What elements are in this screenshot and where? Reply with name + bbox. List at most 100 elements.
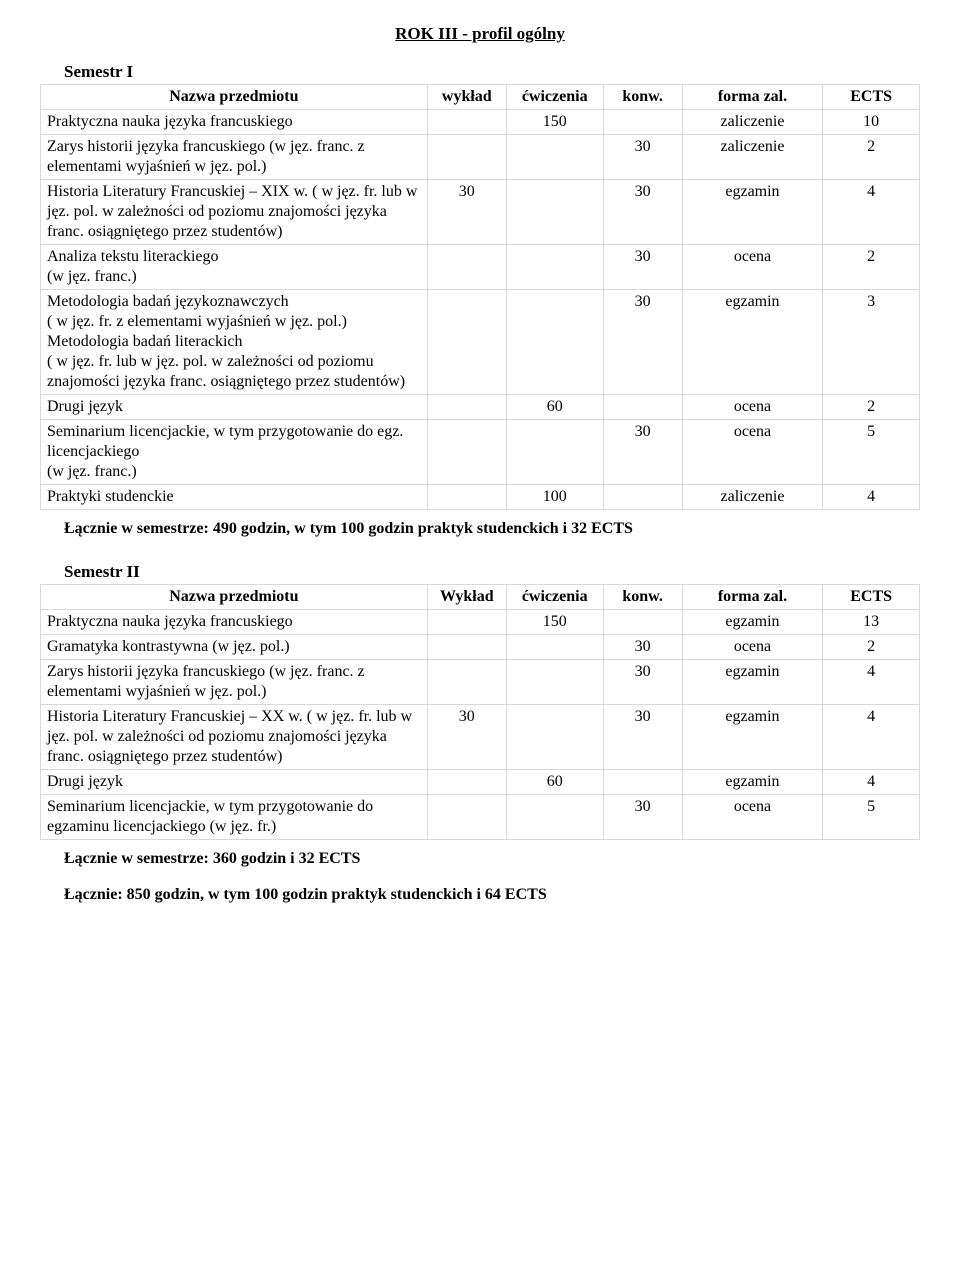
cell-name: Historia Literatury Francuskiej – XIX w.… xyxy=(41,180,428,245)
cell-cwiczenia: 150 xyxy=(506,610,603,635)
cell-forma: egzamin xyxy=(682,660,823,705)
cell-forma: egzamin xyxy=(682,610,823,635)
col-ects: ECTS xyxy=(823,585,920,610)
cell-wyklad xyxy=(427,610,506,635)
cell-ects: 4 xyxy=(823,705,920,770)
table-row: Gramatyka kontrastywna (w jęz. pol.) 30oc… xyxy=(41,635,920,660)
cell-name: Praktyczna nauka języka francuskiego xyxy=(41,110,428,135)
cell-wyklad xyxy=(427,290,506,395)
cell-wyklad xyxy=(427,135,506,180)
cell-wyklad xyxy=(427,485,506,510)
table-row: Analiza tekstu literackiego (w jęz. fran… xyxy=(41,245,920,290)
cell-forma: zaliczenie xyxy=(682,110,823,135)
cell-ects: 2 xyxy=(823,635,920,660)
cell-ects: 2 xyxy=(823,395,920,420)
cell-forma: egzamin xyxy=(682,705,823,770)
cell-forma: ocena xyxy=(682,635,823,660)
cell-name: Zarys historii języka francuskiego (w ję… xyxy=(41,135,428,180)
cell-konw: 30 xyxy=(603,290,682,395)
cell-forma: zaliczenie xyxy=(682,135,823,180)
cell-cwiczenia xyxy=(506,420,603,485)
col-name: Nazwa przedmiotu xyxy=(41,585,428,610)
cell-konw xyxy=(603,610,682,635)
cell-ects: 3 xyxy=(823,290,920,395)
table-row: Zarys historii języka francuskiego (w ję… xyxy=(41,660,920,705)
table-row: Seminarium licencjackie, w tym przygotow… xyxy=(41,795,920,840)
cell-cwiczenia xyxy=(506,180,603,245)
col-ects: ECTS xyxy=(823,85,920,110)
cell-cwiczenia: 60 xyxy=(506,770,603,795)
cell-konw xyxy=(603,485,682,510)
table-header-row: Nazwa przedmiotu wykład ćwiczenia konw. … xyxy=(41,85,920,110)
cell-cwiczenia xyxy=(506,795,603,840)
cell-wyklad xyxy=(427,420,506,485)
cell-konw: 30 xyxy=(603,660,682,705)
cell-cwiczenia: 60 xyxy=(506,395,603,420)
table-row: Drugi język60ocena2 xyxy=(41,395,920,420)
cell-name: Metodologia badań językoznawczych ( w ję… xyxy=(41,290,428,395)
cell-cwiczenia xyxy=(506,705,603,770)
cell-name: Seminarium licencjackie, w tym przygotow… xyxy=(41,795,428,840)
cell-name: Zarys historii języka francuskiego (w ję… xyxy=(41,660,428,705)
col-name: Nazwa przedmiotu xyxy=(41,85,428,110)
col-konw: konw. xyxy=(603,585,682,610)
cell-cwiczenia: 150 xyxy=(506,110,603,135)
cell-forma: egzamin xyxy=(682,770,823,795)
cell-wyklad xyxy=(427,660,506,705)
page-title: ROK III - profil ogólny xyxy=(40,24,920,44)
col-wyklad: Wykład xyxy=(427,585,506,610)
cell-konw: 30 xyxy=(603,420,682,485)
cell-ects: 5 xyxy=(823,795,920,840)
col-forma: forma zal. xyxy=(682,585,823,610)
cell-konw: 30 xyxy=(603,705,682,770)
table-row: Praktyczna nauka języka francuskiego 150 z… xyxy=(41,110,920,135)
cell-forma: ocena xyxy=(682,795,823,840)
col-cwiczenia: ćwiczenia xyxy=(506,85,603,110)
table-row: Zarys historii języka francuskiego (w ję… xyxy=(41,135,920,180)
cell-name: Historia Literatury Francuskiej – XX w. … xyxy=(41,705,428,770)
cell-forma: egzamin xyxy=(682,290,823,395)
cell-konw xyxy=(603,395,682,420)
semester1-table: Nazwa przedmiotu wykład ćwiczenia konw. … xyxy=(40,84,920,510)
cell-ects: 13 xyxy=(823,610,920,635)
cell-wyklad: 30 xyxy=(427,180,506,245)
cell-name: Praktyki studenckie xyxy=(41,485,428,510)
table-row: Metodologia badań językoznawczych ( w ję… xyxy=(41,290,920,395)
cell-konw: 30 xyxy=(603,135,682,180)
cell-name: Gramatyka kontrastywna (w jęz. pol.) xyxy=(41,635,428,660)
table-row: Historia Literatury Francuskiej – XX w. … xyxy=(41,705,920,770)
semester2-summary: Łącznie w semestrze: 360 godzin i 32 ECT… xyxy=(64,850,920,868)
cell-wyklad xyxy=(427,395,506,420)
cell-name: Drugi język xyxy=(41,395,428,420)
cell-wyklad xyxy=(427,795,506,840)
cell-cwiczenia: 100 xyxy=(506,485,603,510)
col-forma: forma zal. xyxy=(682,85,823,110)
cell-konw: 30 xyxy=(603,245,682,290)
cell-ects: 4 xyxy=(823,485,920,510)
cell-name: Analiza tekstu literackiego (w jęz. fran… xyxy=(41,245,428,290)
grand-summary: Łącznie: 850 godzin, w tym 100 godzin pr… xyxy=(64,886,920,904)
cell-cwiczenia xyxy=(506,660,603,705)
cell-ects: 4 xyxy=(823,180,920,245)
table-row: Praktyczna nauka języka francuskiego 150 e… xyxy=(41,610,920,635)
table-row: Historia Literatury Francuskiej – XIX w.… xyxy=(41,180,920,245)
cell-cwiczenia xyxy=(506,635,603,660)
cell-ects: 4 xyxy=(823,770,920,795)
cell-name: Drugi język xyxy=(41,770,428,795)
cell-name: Praktyczna nauka języka francuskiego xyxy=(41,610,428,635)
table-row: Praktyki studenckie100zaliczenie4 xyxy=(41,485,920,510)
cell-konw: 30 xyxy=(603,635,682,660)
cell-konw: 30 xyxy=(603,795,682,840)
col-konw: konw. xyxy=(603,85,682,110)
cell-wyklad: 30 xyxy=(427,705,506,770)
col-cwiczenia: ćwiczenia xyxy=(506,585,603,610)
cell-ects: 5 xyxy=(823,420,920,485)
cell-cwiczenia xyxy=(506,290,603,395)
cell-konw xyxy=(603,110,682,135)
cell-forma: ocena xyxy=(682,245,823,290)
cell-cwiczenia xyxy=(506,245,603,290)
table-row: Drugi język 60 egzamin4 xyxy=(41,770,920,795)
cell-wyklad xyxy=(427,635,506,660)
cell-ects: 2 xyxy=(823,245,920,290)
semester2-heading: Semestr II xyxy=(64,562,920,582)
